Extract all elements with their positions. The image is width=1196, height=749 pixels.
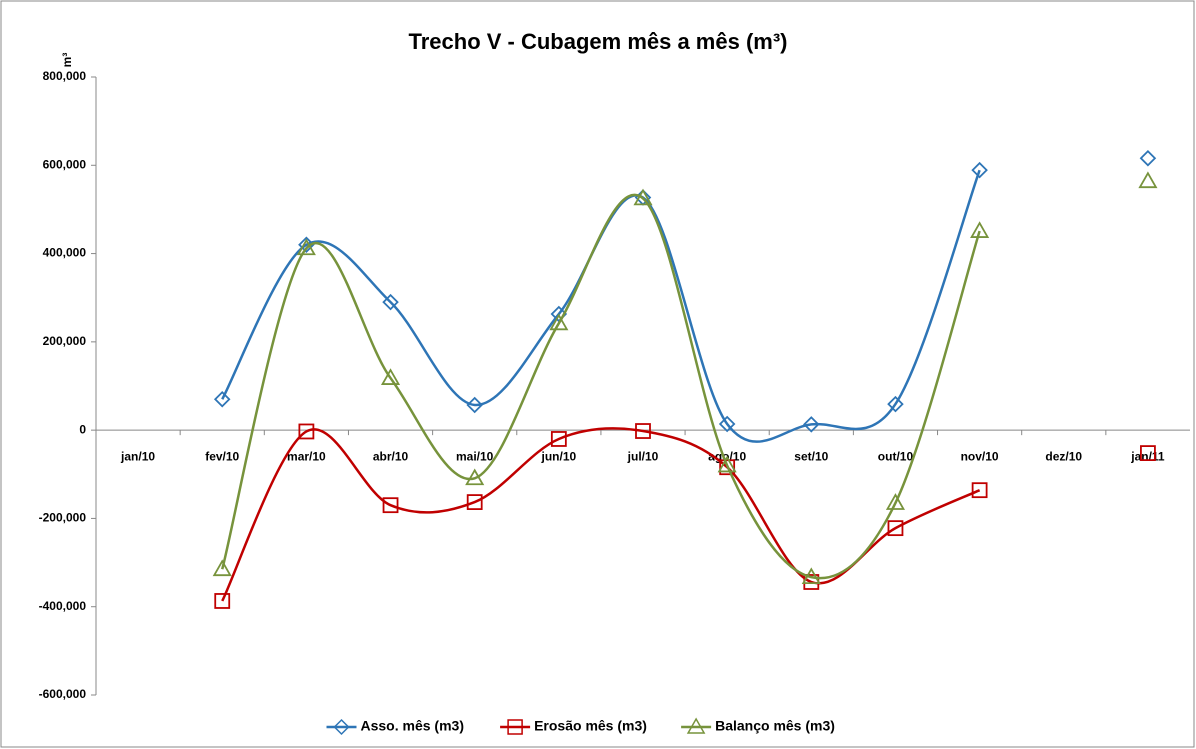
data-marker: [885, 493, 906, 510]
data-marker: [549, 313, 569, 331]
x-tick-label: nov/10: [961, 449, 999, 463]
data-marker: [466, 396, 483, 414]
data-marker: [719, 459, 736, 476]
y-tick-label: -400,000: [39, 599, 87, 613]
y-axis-label: m³: [60, 53, 74, 68]
x-tick-label: jun/10: [541, 449, 577, 463]
x-tick-label: set/10: [794, 449, 828, 463]
data-marker: [887, 395, 904, 413]
data-marker: [635, 423, 651, 439]
data-marker: [296, 238, 316, 256]
data-marker: [213, 390, 231, 408]
data-marker: [971, 482, 988, 499]
data-marker: [887, 520, 904, 537]
legend-label: Asso. mês (m3): [361, 718, 464, 734]
legend-marker: [686, 717, 706, 734]
data-marker: [465, 468, 485, 486]
data-marker: [970, 221, 990, 238]
y-tick-label: 400,000: [43, 246, 87, 260]
x-tick-label: abr/10: [373, 449, 409, 463]
x-tick-label: jul/10: [627, 449, 659, 463]
series-line: [221, 193, 981, 580]
y-tick-label: -200,000: [39, 511, 87, 525]
chart-title: Trecho V - Cubagem mês a mês (m³): [409, 29, 788, 54]
data-marker: [298, 236, 315, 254]
legend-marker: [507, 719, 523, 735]
data-marker: [801, 567, 821, 585]
data-marker: [298, 423, 315, 440]
y-tick-label: 200,000: [43, 334, 87, 348]
data-marker: [633, 188, 653, 206]
data-marker: [382, 293, 399, 311]
data-marker: [550, 431, 567, 447]
y-tick-label: 800,000: [43, 69, 87, 83]
data-marker: [1138, 171, 1158, 189]
data-marker: [214, 593, 231, 609]
legend-label: Erosão mês (m3): [534, 718, 647, 734]
x-tick-label: mai/10: [456, 449, 494, 463]
data-marker: [1140, 445, 1156, 461]
x-tick-label: jan/10: [120, 449, 155, 463]
data-marker: [971, 161, 988, 179]
data-marker: [466, 494, 483, 510]
data-marker: [803, 416, 820, 433]
data-marker: [718, 415, 736, 433]
y-tick-label: 600,000: [43, 157, 87, 171]
x-tick-label: dez/10: [1045, 449, 1082, 463]
x-tick-label: out/10: [878, 449, 914, 463]
y-tick-label: 0: [79, 422, 86, 436]
x-tick-label: fev/10: [205, 449, 239, 463]
data-marker: [380, 368, 401, 385]
data-marker: [382, 497, 399, 514]
y-tick-label: -600,000: [39, 687, 87, 701]
legend-marker: [333, 718, 350, 736]
x-tick-label: jan/11: [1130, 449, 1165, 463]
data-marker: [717, 455, 737, 473]
data-marker: [212, 559, 232, 577]
x-tick-label: mar/10: [287, 449, 326, 463]
data-marker: [1139, 149, 1157, 167]
legend-label: Balanço mês (m3): [715, 718, 835, 734]
series-line: [221, 427, 981, 602]
